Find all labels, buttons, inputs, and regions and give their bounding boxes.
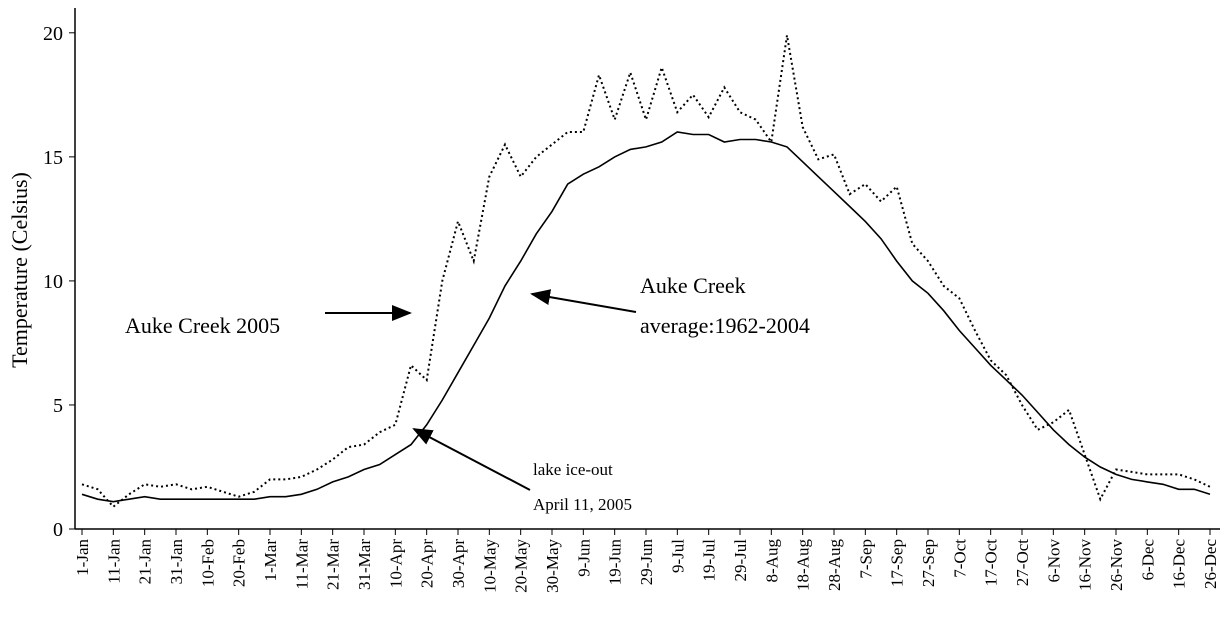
y-tick-label: 0: [53, 519, 63, 541]
x-tick-label: 11-Mar: [292, 539, 311, 590]
annotation: April 11, 2005: [533, 495, 632, 514]
x-tick-label: 6-Dec: [1138, 539, 1157, 581]
x-tick-label: 30-May: [543, 539, 562, 593]
y-tick-label: 20: [43, 23, 63, 45]
y-tick-label: 10: [43, 271, 63, 293]
x-tick-label: 30-Apr: [449, 539, 468, 588]
x-tick-label: 20-May: [512, 539, 531, 593]
x-tick-label: 27-Sep: [919, 539, 938, 587]
x-tick-label: 21-Jan: [136, 539, 155, 585]
x-tick-label: 20-Apr: [418, 539, 437, 588]
y-tick-label: 15: [43, 147, 63, 169]
x-tick-label: 7-Oct: [950, 539, 969, 578]
y-axis-label: Temperature (Celsius): [7, 172, 32, 368]
annotation: average:1962-2004: [640, 313, 810, 338]
x-tick-label: 10-Feb: [198, 539, 217, 587]
x-tick-label: 26-Nov: [1107, 539, 1126, 591]
x-tick-label: 16-Dec: [1170, 539, 1189, 589]
annotation: Auke Creek: [640, 273, 746, 298]
x-tick-label: 17-Sep: [888, 539, 907, 587]
x-tick-label: 29-Jun: [637, 539, 656, 586]
annotation: Auke Creek 2005: [125, 313, 280, 338]
x-tick-label: 6-Nov: [1044, 539, 1063, 583]
x-tick-label: 31-Mar: [355, 539, 374, 590]
x-tick-label: 19-Jun: [606, 539, 625, 586]
y-tick-label: 5: [53, 395, 63, 417]
arrow: [530, 289, 637, 313]
x-tick-label: 27-Oct: [1013, 539, 1032, 586]
x-tick-label: 1-Jan: [73, 539, 92, 576]
x-tick-label: 29-Jul: [731, 539, 750, 582]
x-tick-label: 26-Dec: [1201, 539, 1220, 589]
x-tick-label: 17-Oct: [982, 539, 1001, 586]
x-tick-label: 28-Aug: [825, 539, 844, 591]
x-tick-label: 10-Apr: [386, 539, 405, 588]
x-tick-label: 16-Nov: [1076, 539, 1095, 591]
x-tick-label: 19-Jul: [700, 539, 719, 582]
x-tick-label: 9-Jun: [574, 539, 593, 577]
x-tick-label: 10-May: [480, 539, 499, 593]
line: [81, 131, 1211, 503]
arrow: [412, 428, 531, 491]
annotation: lake ice-out: [533, 460, 613, 479]
line: [81, 35, 1211, 509]
x-tick-label: 31-Jan: [167, 539, 186, 585]
x-tick-label: 8-Aug: [762, 539, 781, 583]
x-tick-label: 9-Jul: [668, 539, 687, 573]
x-tick-label: 11-Jan: [104, 539, 123, 584]
x-tick-label: 21-Mar: [324, 539, 343, 590]
x-tick-label: 7-Sep: [856, 539, 875, 579]
x-tick-label: 20-Feb: [230, 539, 249, 587]
x-tick-label: 1-Mar: [261, 539, 280, 582]
x-tick-label: 18-Aug: [794, 539, 813, 591]
